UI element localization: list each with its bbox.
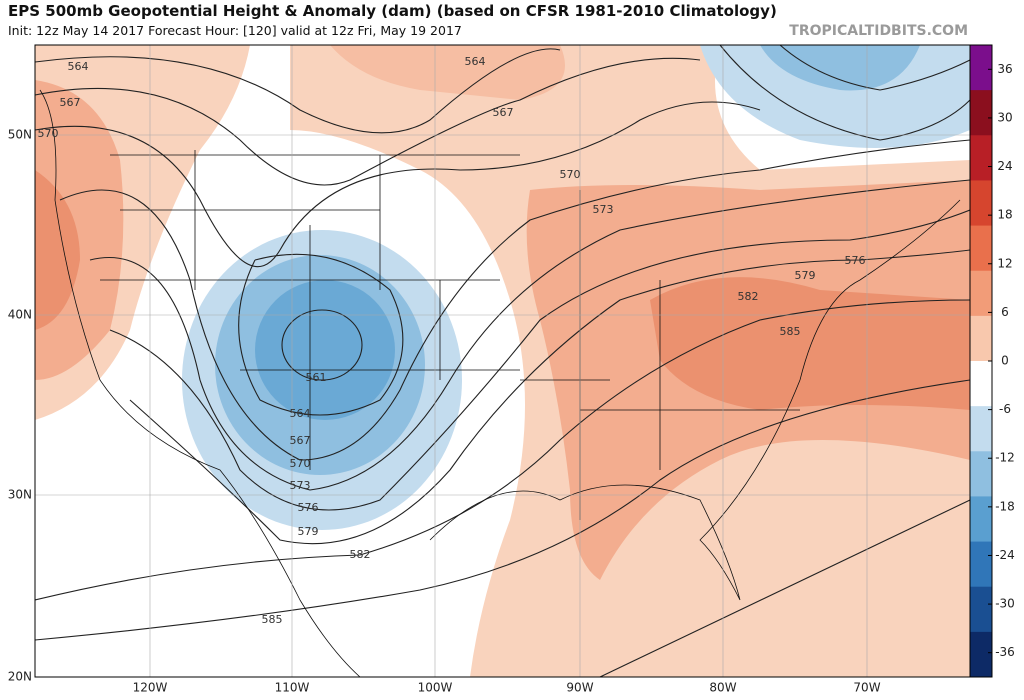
contour-label: 576 [298, 501, 319, 514]
lon-label: 90W [566, 681, 593, 695]
contour-label: 570 [560, 168, 581, 181]
contour-label: 570 [38, 127, 59, 140]
lat-label: 50N [8, 128, 32, 142]
lon-label: 100W [418, 681, 453, 695]
contour-label: 570 [290, 457, 311, 470]
contour-label: 561 [306, 371, 327, 384]
colorbar-band [970, 541, 992, 588]
colorbar-band [970, 315, 992, 362]
colorbar-band [970, 631, 992, 678]
contour-label: 585 [780, 325, 801, 338]
colorbar-tick-label: -12 [995, 451, 1015, 465]
colorbar-band [970, 361, 992, 407]
colorbar-band [970, 270, 992, 317]
contour-label: 582 [350, 548, 371, 561]
colorbar-tick-label: -24 [995, 548, 1015, 562]
contour-label: 579 [795, 269, 816, 282]
colorbar-tick-label: 18 [997, 208, 1012, 222]
contour-label: 582 [738, 290, 759, 303]
contour-label: 585 [262, 613, 283, 626]
colorbar-band [970, 496, 992, 543]
lon-label: 70W [853, 681, 880, 695]
colorbar-band [970, 90, 992, 136]
contour-label: 564 [465, 55, 486, 68]
contour-label: 573 [290, 479, 311, 492]
colorbar-band [970, 180, 992, 227]
contour-label: 564 [290, 407, 311, 420]
contour-label: 567 [493, 106, 514, 119]
watermark: TROPICALTIDBITS.COM [789, 23, 968, 39]
colorbar-tick-label: 30 [997, 110, 1012, 124]
colorbar-tick-label: -30 [995, 597, 1015, 611]
colorbar-band [970, 451, 992, 497]
colorbar-band [970, 135, 992, 181]
colorbar-band [970, 406, 992, 452]
colorbar-tick-label: -6 [999, 402, 1011, 416]
colorbar-band [970, 45, 992, 91]
map-area: 564 564 567 567 570 570 573 576 579 582 582 585 585 5… [35, 45, 970, 677]
colorbar-band [970, 586, 992, 633]
title: EPS 500mb Geopotential Height & Anomaly … [8, 2, 777, 20]
colorbar-tick-label: 0 [1001, 354, 1009, 368]
contour-label: 576 [845, 254, 866, 267]
contour-label: 567 [60, 96, 81, 109]
contour-label: 573 [593, 203, 614, 216]
lat-label: 20N [8, 670, 32, 684]
lat-label: 40N [8, 308, 32, 322]
colorbar-band [970, 225, 992, 272]
subtitle: Init: 12z May 14 2017 Forecast Hour: [12… [8, 23, 462, 38]
lon-label: 120W [133, 681, 168, 695]
colorbar-tick-label: -18 [995, 499, 1015, 513]
lon-label: 80W [709, 681, 736, 695]
contour-label: 579 [298, 525, 319, 538]
colorbar-tick-label: -36 [995, 645, 1015, 659]
colorbar-tick-label: 24 [997, 159, 1012, 173]
colorbar-tick-label: 12 [997, 256, 1012, 270]
lon-label: 110W [275, 681, 310, 695]
contour-label: 564 [68, 60, 89, 73]
contour-label: 567 [290, 434, 311, 447]
colorbar-tick-label: 36 [997, 62, 1012, 76]
lat-label: 30N [8, 488, 32, 502]
colorbar-tick-label: 6 [1001, 305, 1009, 319]
